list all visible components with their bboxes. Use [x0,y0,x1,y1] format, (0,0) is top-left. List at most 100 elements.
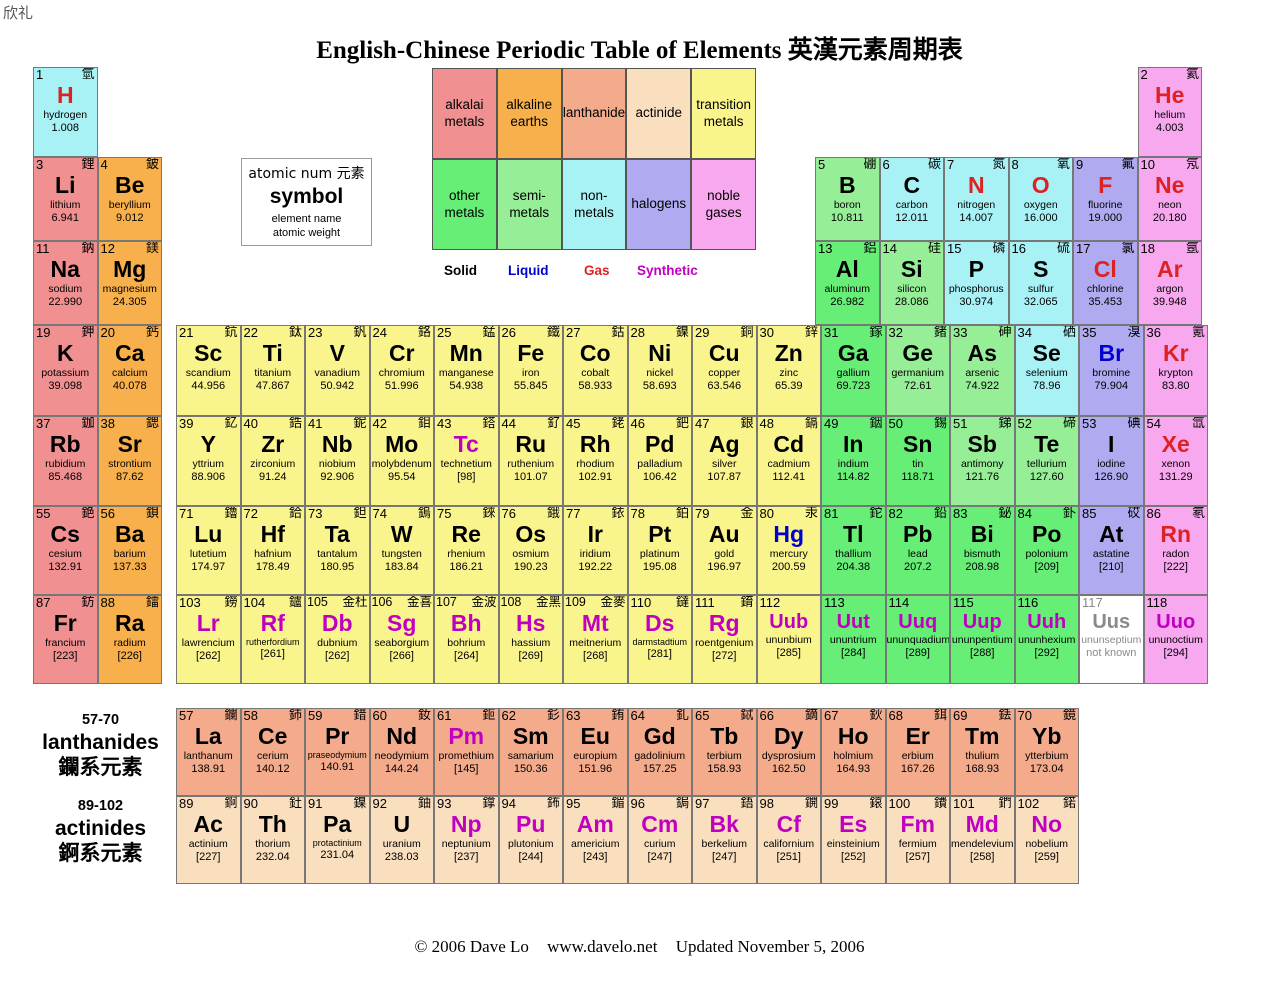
element-cell-ag[interactable]: 47 銀 Ag silver 107.87 [692,416,757,506]
element-cell-kr[interactable]: 36 氪 Kr krypton 83.80 [1143,325,1208,416]
element-cell-uut[interactable]: 113 Uut ununtrium [284] [821,595,886,684]
element-cell-th[interactable]: 90 釷 Th thorium 232.04 [240,796,305,884]
element-cell-cu[interactable]: 29 銅 Cu copper 63.546 [692,325,757,416]
element-cell-pu[interactable]: 94 鈽 Pu plutonium [244] [498,796,563,884]
element-cell-ge[interactable]: 32 鍺 Ge germanium 72.61 [885,325,950,416]
element-cell-po[interactable]: 84 釙 Po polonium [209] [1014,506,1079,595]
element-cell-dy[interactable]: 66 鏑 Dy dysprosium 162.50 [756,708,821,796]
element-cell-la[interactable]: 57 鑭 La lanthanum 138.91 [176,708,241,796]
element-cell-ru[interactable]: 44 釕 Ru ruthenium 101.07 [498,416,563,506]
element-cell-lr[interactable]: 103 鐒 Lr lawrencium [262] [176,595,241,684]
element-cell-uuh[interactable]: 116 Uuh ununhexium [292] [1014,595,1079,684]
element-cell-hf[interactable]: 72 鉿 Hf hafnium 178.49 [240,506,305,595]
element-cell-pt[interactable]: 78 鉑 Pt platinum 195.08 [627,506,692,595]
element-cell-au[interactable]: 79 金 Au gold 196.97 [692,506,757,595]
element-cell-se[interactable]: 34 硒 Se selenium 78.96 [1014,325,1079,416]
element-cell-bk[interactable]: 97 鋙 Bk berkelium [247] [692,796,757,884]
element-cell-rn[interactable]: 86 氡 Rn radon [222] [1143,506,1208,595]
element-cell-eu[interactable]: 63 銪 Eu europium 151.96 [563,708,628,796]
element-cell-sb[interactable]: 51 銻 Sb antimony 121.76 [950,416,1015,506]
element-cell-ba[interactable]: 56 鋇 Ba barium 137.33 [97,506,162,595]
element-cell-mt[interactable]: 109 金麥 Mt meitnerium [268] [563,595,628,684]
element-cell-uuq[interactable]: 114 Uuq ununquadium [289] [885,595,950,684]
element-cell-ar[interactable]: 18 氬 Ar argon 39.948 [1137,241,1202,325]
element-cell-te[interactable]: 52 碲 Te tellurium 127.60 [1014,416,1079,506]
element-cell-he[interactable]: 2 氦 He helium 4.003 [1137,67,1202,157]
element-cell-hs[interactable]: 108 金黑 Hs hassium [269] [498,595,563,684]
element-cell-cr[interactable]: 24 鉻 Cr chromium 51.996 [369,325,434,416]
element-cell-pa[interactable]: 91 鎳 Pa protactinium 231.04 [305,796,370,884]
element-cell-es[interactable]: 99 鎄 Es einsteinium [252] [821,796,886,884]
element-cell-uus[interactable]: 117 Uus ununseptium not known [1079,595,1144,684]
element-cell-os[interactable]: 76 鋨 Os osmium 190.23 [498,506,563,595]
element-cell-rf[interactable]: 104 鑪 Rf rutherfordium [261] [240,595,305,684]
element-cell-ce[interactable]: 58 鈰 Ce cerium 140.12 [240,708,305,796]
element-cell-fm[interactable]: 100 鐨 Fm fermium [257] [885,796,950,884]
element-cell-ca[interactable]: 20 鈣 Ca calcium 40.078 [97,325,162,416]
element-cell-sr[interactable]: 38 鍶 Sr strontium 87.62 [97,416,162,506]
element-cell-am[interactable]: 95 鎇 Am americium [243] [563,796,628,884]
element-cell-rg[interactable]: 111 錥 Rg roentgenium [272] [692,595,757,684]
element-cell-tm[interactable]: 69 銩 Tm thulium 168.93 [950,708,1015,796]
element-cell-as[interactable]: 33 砷 As arsenic 74.922 [950,325,1015,416]
element-cell-ta[interactable]: 73 鉭 Ta tantalum 180.95 [305,506,370,595]
element-cell-fe[interactable]: 26 鐵 Fe iron 55.845 [498,325,563,416]
element-cell-mn[interactable]: 25 錳 Mn manganese 54.938 [434,325,499,416]
element-cell-ho[interactable]: 67 鈥 Ho holmium 164.93 [821,708,886,796]
element-cell-ga[interactable]: 31 鎵 Ga gallium 69.723 [821,325,886,416]
element-cell-fr[interactable]: 87 鈁 Fr francium [223] [33,595,98,684]
element-cell-uub[interactable]: 112 Uub ununbium [285] [756,595,821,684]
element-cell-cs[interactable]: 55 銫 Cs cesium 132.91 [33,506,98,595]
element-cell-cm[interactable]: 96 鋦 Cm curium [247] [627,796,692,884]
element-cell-md[interactable]: 101 鍆 Md mendelevium [258] [950,796,1015,884]
element-cell-ir[interactable]: 77 銥 Ir iridium 192.22 [563,506,628,595]
element-cell-uuo[interactable]: 118 Uuo ununoctium [294] [1143,595,1208,684]
element-cell-er[interactable]: 68 鉺 Er erbium 167.26 [885,708,950,796]
element-cell-co[interactable]: 27 鈷 Co cobalt 58.933 [563,325,628,416]
element-cell-pr[interactable]: 59 錯 Pr praseodymium 140.91 [305,708,370,796]
element-cell-lu[interactable]: 71 鑥 Lu lutetium 174.97 [176,506,241,595]
element-cell-cd[interactable]: 48 鎘 Cd cadmium 112.41 [756,416,821,506]
element-cell-pd[interactable]: 46 鈀 Pd palladium 106.42 [627,416,692,506]
element-cell-pm[interactable]: 61 鉕 Pm promethium [145] [434,708,499,796]
element-cell-rb[interactable]: 37 鉫 Rb rubidium 85.468 [33,416,98,506]
element-cell-si[interactable]: 14 硅 Si silicon 28.086 [879,241,944,325]
element-cell-bi[interactable]: 83 鉍 Bi bismuth 208.98 [950,506,1015,595]
element-cell-no[interactable]: 102 鍩 No nobelium [259] [1014,796,1079,884]
element-cell-tc[interactable]: 43 鎝 Tc technetium [98] [434,416,499,506]
element-cell-sg[interactable]: 106 金喜 Sg seaborgium [266] [369,595,434,684]
element-cell-uup[interactable]: 115 Uup ununpentium [288] [950,595,1015,684]
element-cell-nb[interactable]: 41 鈮 Nb niobium 92.906 [305,416,370,506]
element-cell-be[interactable]: 4 鈹 Be beryllium 9.012 [97,157,162,241]
element-cell-mo[interactable]: 42 鉬 Mo molybdenum 95.54 [369,416,434,506]
element-cell-nd[interactable]: 60 釹 Nd neodymium 144.24 [369,708,434,796]
element-cell-ne[interactable]: 10 氖 Ne neon 20.180 [1137,157,1202,241]
element-cell-ac[interactable]: 89 錒 Ac actinium [227] [176,796,241,884]
element-cell-pb[interactable]: 82 鉛 Pb lead 207.2 [885,506,950,595]
element-cell-cl[interactable]: 17 氯 Cl chlorine 35.453 [1073,241,1138,325]
element-cell-ra[interactable]: 88 鐳 Ra radium [226] [97,595,162,684]
element-cell-zn[interactable]: 30 鋅 Zn zinc 65.39 [756,325,821,416]
element-cell-tl[interactable]: 81 鉈 Tl thallium 204.38 [821,506,886,595]
element-cell-sc[interactable]: 21 鈧 Sc scandium 44.956 [176,325,241,416]
element-cell-gd[interactable]: 64 釓 Gd gadolinium 157.25 [627,708,692,796]
element-cell-at[interactable]: 85 砹 At astatine [210] [1079,506,1144,595]
element-cell-cf[interactable]: 98 鐦 Cf californium [251] [756,796,821,884]
element-cell-in[interactable]: 49 銦 In indium 114.82 [821,416,886,506]
element-cell-ni[interactable]: 28 鎳 Ni nickel 58.693 [627,325,692,416]
element-cell-hg[interactable]: 80 汞 Hg mercury 200.59 [756,506,821,595]
element-cell-tb[interactable]: 65 鋱 Tb terbium 158.93 [692,708,757,796]
